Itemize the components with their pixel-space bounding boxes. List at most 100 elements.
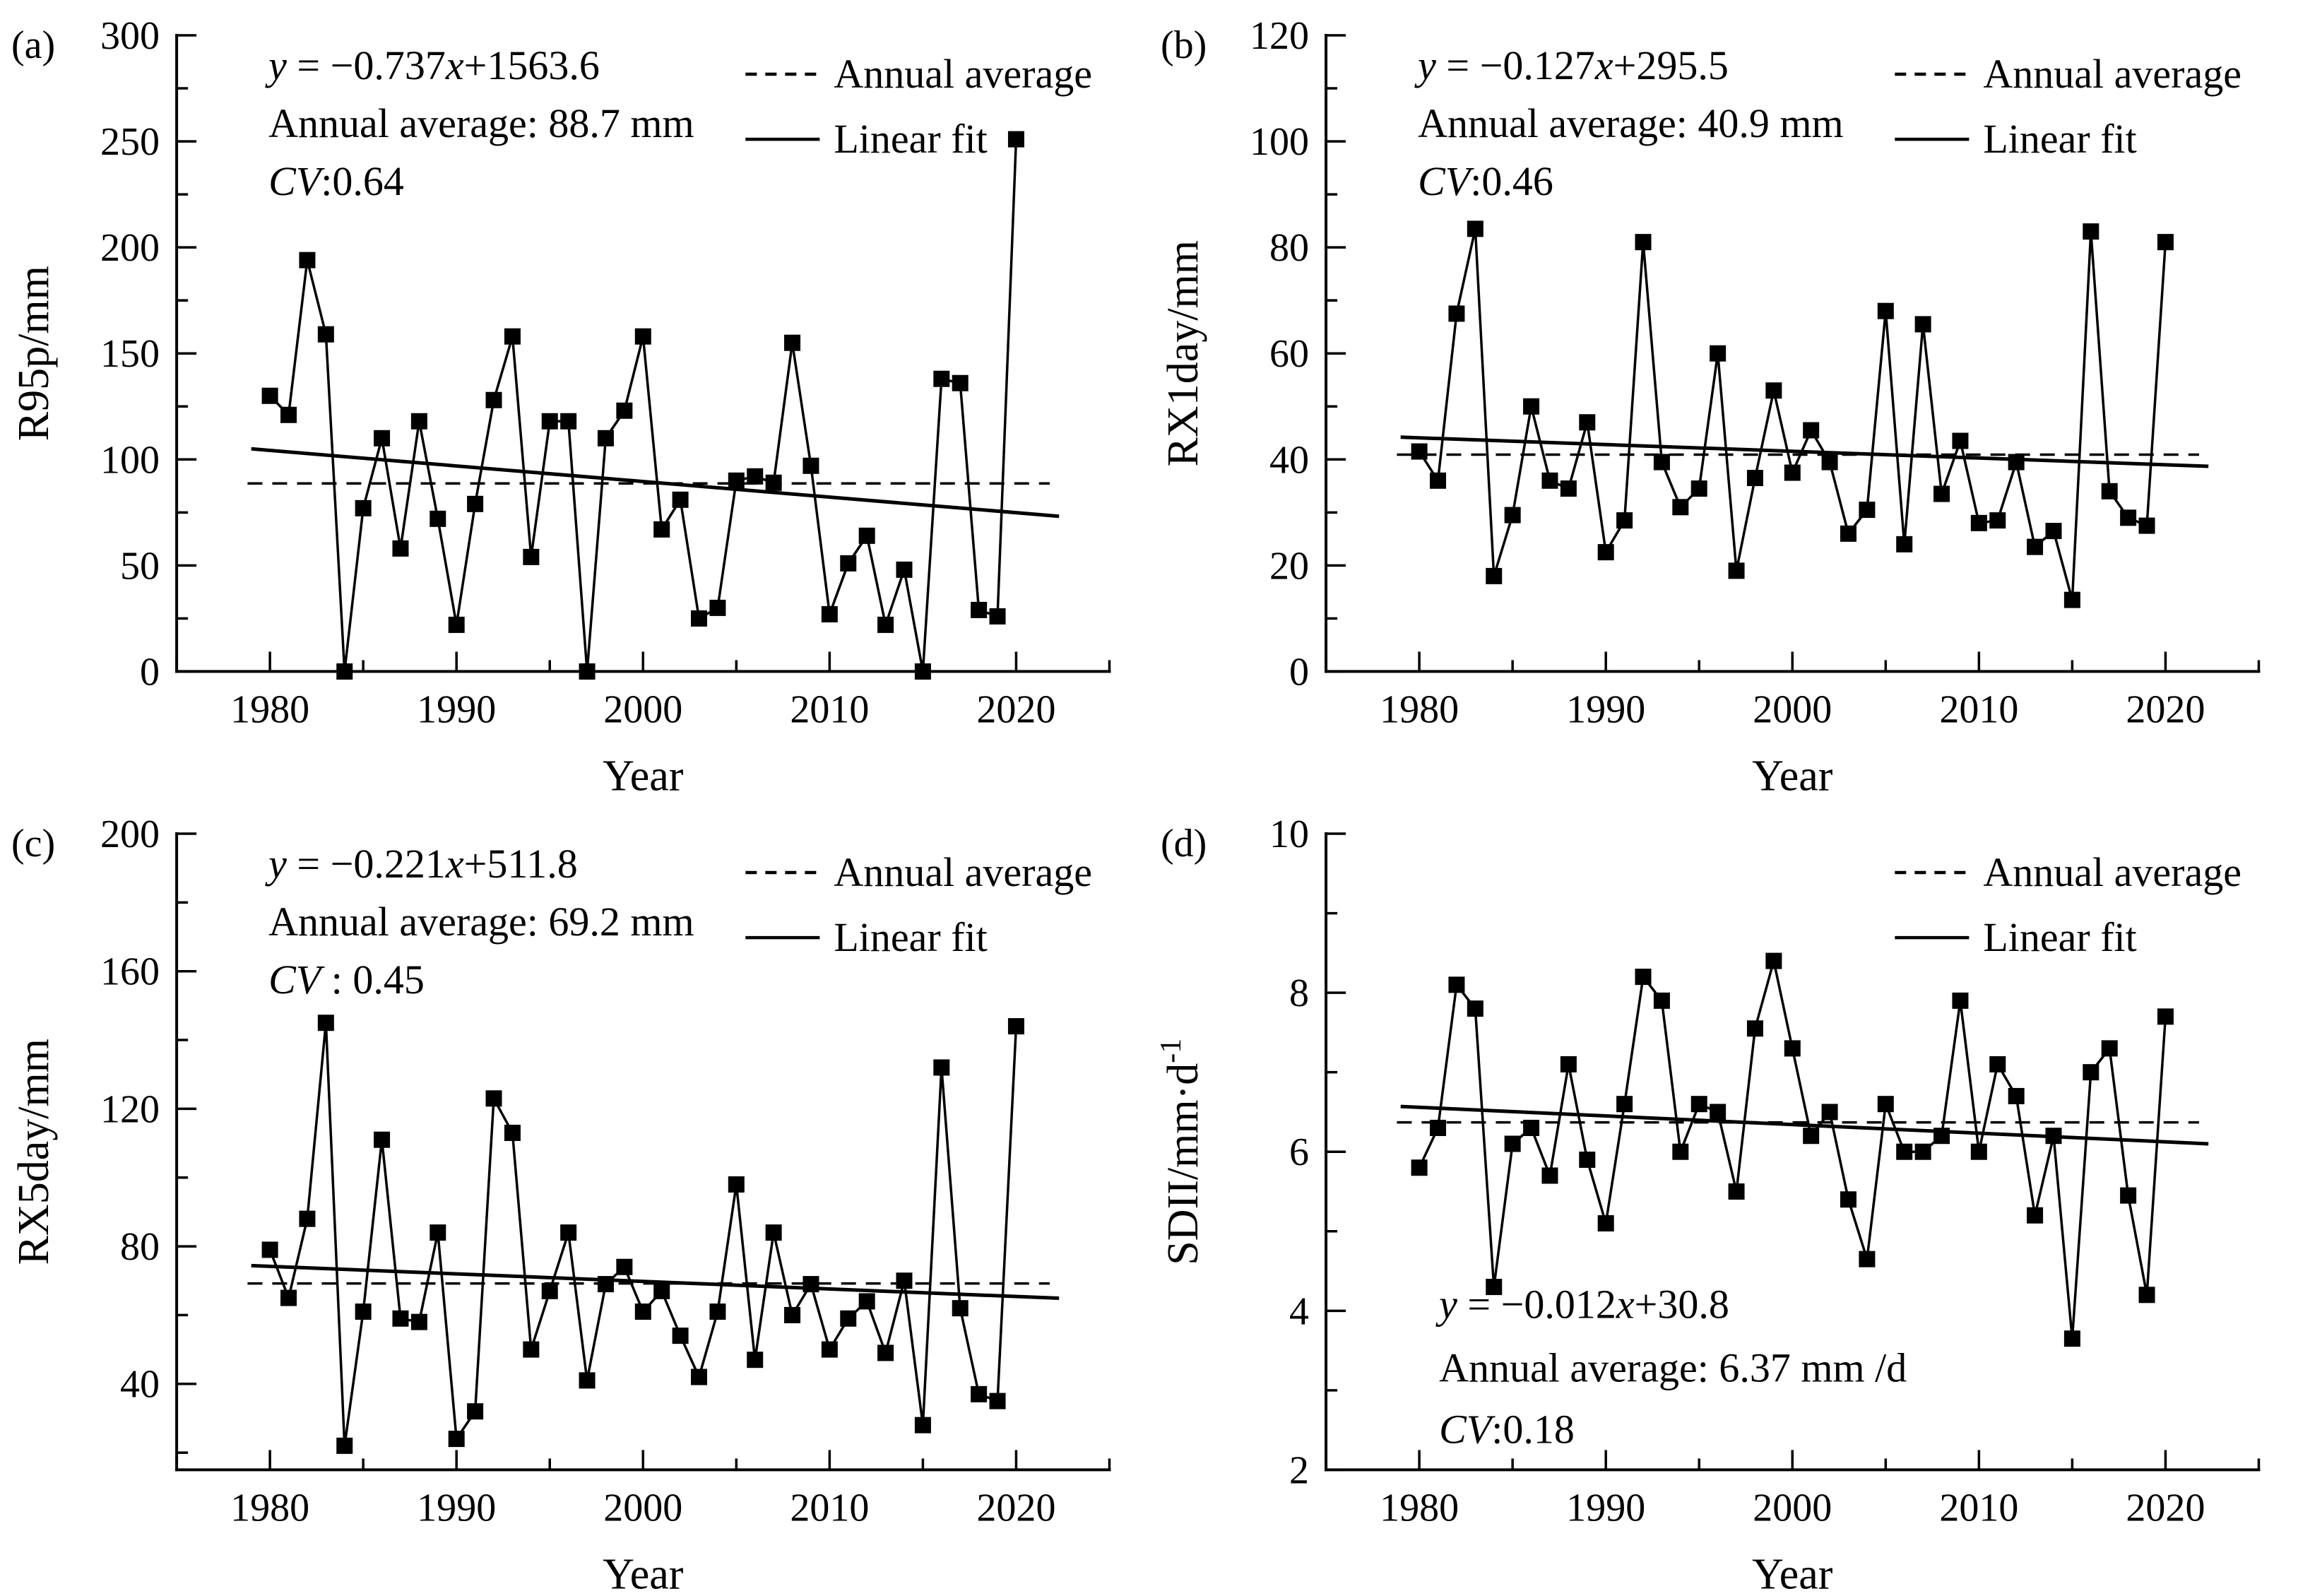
x-tick-label: 1990 — [417, 687, 496, 731]
data-point-marker — [2138, 517, 2155, 534]
annual-average-text: Annual average: 69.2 mm — [268, 899, 694, 945]
data-point-marker — [1560, 1056, 1577, 1072]
annual-average-text: Annual average: 88.7 mm — [268, 100, 694, 146]
equation-text: y = −0.012x+30.8 — [1435, 1281, 1729, 1327]
data-point-marker — [1429, 1119, 1446, 1136]
data-point-marker — [1653, 454, 1670, 471]
x-tick-label: 2010 — [790, 1486, 869, 1530]
data-point-marker — [1951, 432, 1968, 449]
legend: Annual average Linear fit — [1894, 849, 2241, 960]
data-point-marker — [392, 1310, 409, 1327]
y-axis-label: RX1day/mm — [1159, 240, 1207, 466]
data-point-marker — [317, 1014, 334, 1031]
data-point-marker — [2008, 1087, 2025, 1104]
data-point-marker — [1690, 1095, 1707, 1112]
data-point-marker — [1821, 454, 1838, 471]
ticks — [1324, 34, 2260, 673]
y-tick-label: 100 — [100, 438, 160, 482]
data-point-marker — [1616, 512, 1633, 529]
data-point-marker — [672, 1327, 689, 1344]
data-point-marker — [299, 252, 316, 268]
data-point-marker — [467, 495, 484, 512]
data-point-marker — [952, 1299, 969, 1316]
data-point-marker — [1970, 1143, 1987, 1160]
panel-letter: (c) — [11, 822, 55, 865]
data-point-marker — [430, 1224, 446, 1241]
x-tick-label: 2010 — [1939, 1486, 2018, 1530]
data-point-marker — [634, 328, 651, 345]
data-point-marker — [802, 457, 819, 474]
data-point-marker — [1709, 1103, 1726, 1120]
x-axis-label: Year — [603, 1550, 684, 1596]
data-point-marker — [821, 605, 838, 622]
y-tick-label: 160 — [100, 950, 160, 993]
data-point-marker — [877, 1344, 894, 1361]
cv-text: CV:0.46 — [1418, 158, 1553, 204]
cv-text: CV:0.64 — [268, 158, 404, 204]
x-tick-label: 1980 — [230, 687, 309, 731]
data-point-marker — [728, 1176, 745, 1193]
data-point-marker — [1616, 1095, 1633, 1112]
data-point-marker — [1635, 968, 1652, 985]
data-point-marker — [336, 1437, 353, 1454]
legend-linear-fit-label: Linear fit — [1983, 116, 2136, 162]
x-tick-label: 2020 — [2126, 687, 2205, 731]
data-point-marker — [1858, 1251, 1875, 1267]
data-point-marker — [374, 430, 391, 447]
data-points — [1411, 952, 2174, 1347]
data-line — [268, 1022, 1018, 1446]
data-point-marker — [2101, 1039, 2118, 1056]
data-point-marker — [653, 1282, 670, 1299]
data-point-marker — [1504, 1135, 1521, 1152]
annotation: y = −0.737x+1563.6 Annual average: 88.7 m… — [265, 42, 694, 204]
data-point-marker — [653, 521, 670, 538]
tick-labels: 1980 1990 2000 2010 2020 0 50 100 150 200 250 300 — [100, 14, 1055, 731]
data-point-marker — [1411, 443, 1428, 460]
data-point-marker — [1933, 1127, 1950, 1144]
data-point-marker — [691, 610, 708, 627]
data-point-marker — [840, 1310, 857, 1327]
data-point-marker — [2044, 523, 2061, 540]
x-tick-label: 2020 — [976, 1486, 1055, 1530]
data-point-marker — [2063, 591, 2080, 608]
x-tick-label: 2020 — [2126, 1486, 2205, 1530]
panel-a: 1980 1990 2000 2010 2020 0 50 100 150 200 250 300 An… — [0, 0, 1149, 798]
data-point-marker — [1411, 1159, 1428, 1176]
data-point-marker — [355, 1303, 372, 1320]
data-point-marker — [1989, 1056, 2006, 1072]
data-point-marker — [765, 1224, 782, 1241]
data-line — [268, 139, 1018, 672]
data-point-marker — [1485, 567, 1502, 584]
chart-d-sdii: 1980 1990 2000 2010 2020 2 4 6 8 10 Annual average… — [1155, 812, 2260, 1596]
data-point-marker — [467, 1402, 484, 1419]
y-tick-label: 300 — [100, 14, 160, 58]
data-point-marker — [2157, 1007, 2174, 1024]
data-point-marker — [597, 430, 614, 447]
data-point-marker — [1578, 414, 1595, 431]
data-point-marker — [896, 1272, 913, 1289]
cv-text: CV : 0.45 — [268, 957, 425, 1003]
data-point-marker — [933, 370, 950, 387]
x-tick-label: 1980 — [1380, 1486, 1459, 1530]
data-point-marker — [1802, 1127, 1819, 1144]
data-point-marker — [1914, 316, 1931, 333]
y-tick-label: 20 — [1269, 544, 1309, 588]
data-point-marker — [280, 406, 297, 423]
data-point-marker — [672, 491, 689, 508]
data-point-marker — [858, 527, 875, 544]
data-point-marker — [1597, 1214, 1614, 1231]
data-point-marker — [430, 510, 446, 527]
x-tick-label: 2000 — [603, 687, 682, 731]
data-point-marker — [1485, 1278, 1502, 1295]
data-point-marker — [1690, 480, 1707, 497]
data-point-marker — [1541, 1166, 1558, 1183]
data-point-marker — [784, 334, 801, 351]
y-tick-label: 200 — [100, 226, 160, 270]
y-tick-label: 0 — [140, 650, 160, 694]
data-point-marker — [1504, 507, 1521, 524]
x-tick-label: 2010 — [790, 687, 869, 731]
legend-linear-fit-label: Linear fit — [834, 914, 987, 960]
panel-b: 1980 1990 2000 2010 2020 0 20 40 60 80 100 120 Annua… — [1149, 0, 2298, 798]
legend-annual-average-label: Annual average — [834, 849, 1092, 895]
x-tick-label: 2000 — [1753, 687, 1832, 731]
